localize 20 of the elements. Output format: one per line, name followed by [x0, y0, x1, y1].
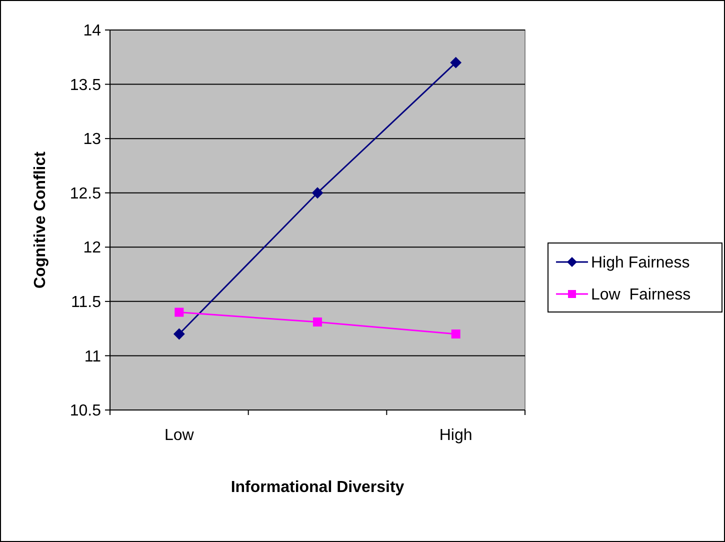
legend-label: Low Fairness — [591, 286, 691, 304]
point — [450, 57, 462, 68]
point — [174, 328, 185, 340]
x-tick-label: Low — [164, 427, 194, 444]
point — [174, 308, 184, 317]
point — [313, 318, 322, 327]
y-tick-label: 14 — [83, 22, 102, 40]
y-tick-label: 12 — [83, 240, 102, 257]
y-tick-label: 13 — [83, 131, 102, 148]
y-tick-label: 13.5 — [70, 76, 102, 94]
x-tick-label: High — [439, 427, 472, 444]
y-tick-label: 11 — [84, 348, 102, 366]
y-tick-label: 11.5 — [71, 294, 102, 312]
y-tick-label: 10.5 — [70, 402, 102, 420]
y-axis-title: Cognitive Conflict — [32, 150, 49, 288]
y-tick-label: 12.5 — [70, 185, 102, 202]
x-axis-title: Informational Diversity — [230, 479, 404, 496]
point — [312, 187, 323, 198]
legend-label: High Fairness — [591, 254, 690, 272]
point — [451, 330, 460, 338]
